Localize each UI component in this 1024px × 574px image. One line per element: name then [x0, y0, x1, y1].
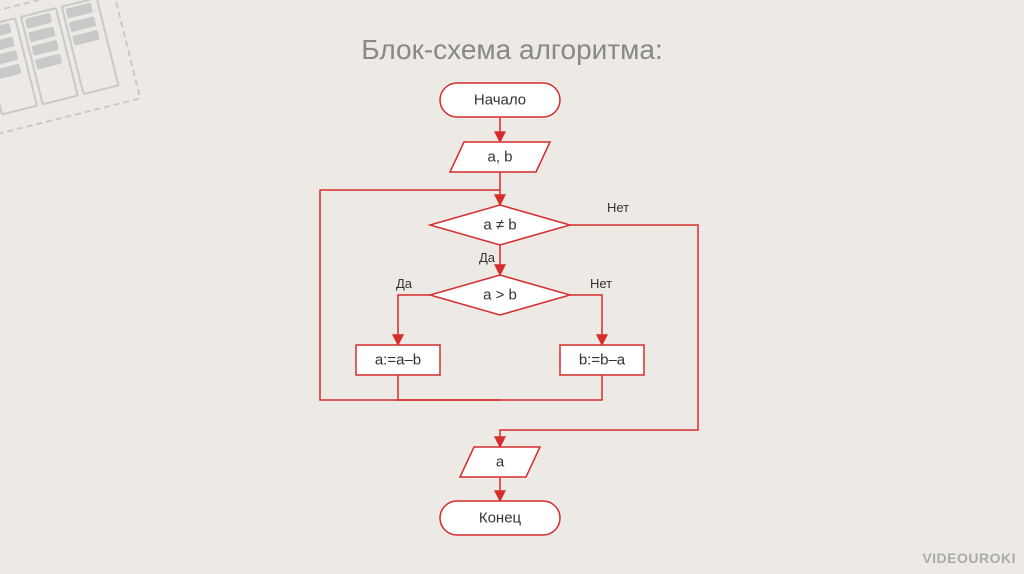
flow-node-assignA: a:=a–b	[356, 345, 440, 375]
flow-edge	[500, 375, 602, 400]
flow-edge	[398, 295, 430, 345]
node-label: Конец	[479, 510, 522, 527]
edge-label: Нет	[590, 276, 612, 291]
flow-node-cond1: a ≠ b	[430, 205, 570, 245]
node-label: a	[496, 454, 505, 471]
edge-label: Нет	[607, 200, 629, 215]
flow-edge	[398, 375, 500, 400]
node-label: a:=a–b	[375, 352, 421, 369]
flow-node-end: Конец	[440, 501, 560, 535]
node-label: Начало	[474, 92, 526, 109]
node-label: a, b	[487, 149, 512, 166]
flow-edge	[570, 295, 602, 345]
node-label: a > b	[483, 287, 517, 304]
flow-node-start: Начало	[440, 83, 560, 117]
flow-node-output: a	[460, 447, 540, 477]
node-label: b:=b–a	[579, 352, 626, 369]
flow-edge	[500, 225, 698, 447]
flow-node-assignB: b:=b–a	[560, 345, 644, 375]
watermark: VIDEOUROKI	[922, 550, 1016, 566]
node-label: a ≠ b	[483, 217, 516, 234]
edge-label: Да	[396, 276, 413, 291]
flowchart-svg: Да Нет Да Нет Начало a, b a ≠ b a > b a:=a–b b:=b…	[0, 0, 1024, 574]
flow-node-cond2: a > b	[430, 275, 570, 315]
flow-node-input: a, b	[450, 142, 550, 172]
edge-label: Да	[479, 250, 496, 265]
